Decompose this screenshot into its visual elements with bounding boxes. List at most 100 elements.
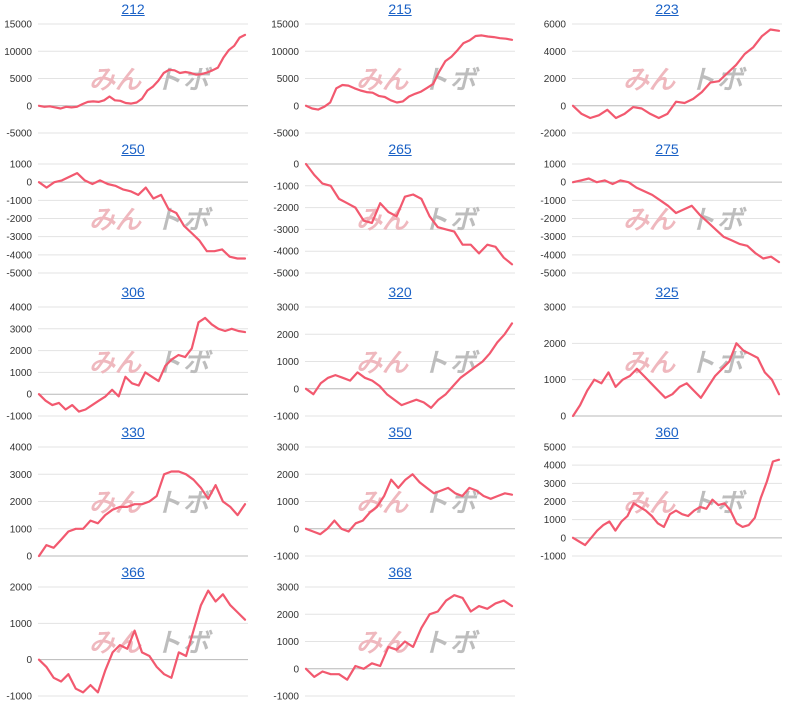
chart-title-link[interactable]: 325 <box>655 284 679 300</box>
series-line <box>37 171 247 260</box>
y-tick-label: 0 <box>26 101 32 112</box>
y-tick-label: -1000 <box>273 692 299 703</box>
y-tick-label: 2000 <box>544 497 567 508</box>
y-tick-label: 4000 <box>10 443 33 454</box>
watermark-logo: みんトボ <box>89 629 213 659</box>
watermark-logo: みんトボ <box>623 206 747 236</box>
chart-panel-223: 6000 4000 2000 0 -2000 みんトボ 223 <box>534 0 800 140</box>
y-tick-label: 10000 <box>271 47 299 58</box>
y-tick-label: -1000 <box>6 412 32 423</box>
y-tick-label: 1000 <box>277 637 300 648</box>
y-tick-label: 3000 <box>544 303 567 314</box>
y-tick-label: 3000 <box>544 479 567 490</box>
line-chart: 3000 2000 1000 0 -1000 みんトボ <box>273 583 515 703</box>
y-tick-label: -4000 <box>540 250 566 261</box>
y-tick-label: -4000 <box>273 247 299 258</box>
watermark-part3: ボ <box>450 629 480 659</box>
chart-title-link[interactable]: 212 <box>121 1 145 17</box>
chart-title-link[interactable]: 366 <box>121 564 145 580</box>
chart-title-link[interactable]: 275 <box>655 141 679 157</box>
chart-panel-330: 4000 3000 2000 1000 0 みんトボ 330 <box>0 423 266 563</box>
y-tick-label: 3000 <box>277 303 300 314</box>
watermark-part1: みん <box>356 349 409 379</box>
chart-panel-275: 1000 0 -1000 -2000 -3000 -4000 -5000 みんトボ 275 <box>534 140 800 280</box>
y-tick-label: -3000 <box>273 225 299 236</box>
chart-title-link[interactable]: 265 <box>388 141 412 157</box>
watermark-part2: ト <box>155 489 181 519</box>
line-chart: 15000 10000 5000 0 -5000 みんトボ <box>4 20 248 140</box>
y-tick-label: 10000 <box>4 47 32 58</box>
chart-title-link[interactable]: 320 <box>388 284 412 300</box>
y-tick-label: 0 <box>293 664 299 675</box>
y-tick-label: 0 <box>293 160 299 171</box>
series-line <box>304 34 514 111</box>
watermark-logo: みんトボ <box>356 206 480 236</box>
series-line <box>304 473 514 536</box>
watermark-part3: ボ <box>450 66 480 96</box>
watermark-part3: ボ <box>717 206 747 236</box>
y-tick-label: 2000 <box>544 74 567 85</box>
chart-title-link[interactable]: 250 <box>121 141 145 157</box>
watermark-logo: みんトボ <box>356 349 480 379</box>
y-tick-label: 3000 <box>277 443 300 454</box>
watermark-part3: ボ <box>183 629 213 659</box>
watermark-part1: みん <box>89 489 142 519</box>
y-tick-label: -2000 <box>273 203 299 214</box>
chart-panel-368: 3000 2000 1000 0 -1000 みんトボ 368 <box>267 563 533 703</box>
watermark-part2: ト <box>155 206 181 236</box>
watermark-logo: みんトボ <box>623 349 747 379</box>
y-tick-label: 1000 <box>10 619 33 630</box>
chart-title-link[interactable]: 330 <box>121 424 145 440</box>
y-tick-label: -5000 <box>6 129 32 140</box>
line-chart: 3000 2000 1000 0 -1000 みんトボ <box>273 443 515 563</box>
y-tick-label: 2000 <box>277 330 300 341</box>
watermark-logo: みんトボ <box>89 489 213 519</box>
y-tick-label: 2000 <box>544 339 567 350</box>
chart-title-link[interactable]: 306 <box>121 284 145 300</box>
y-tick-label: 2000 <box>10 583 33 594</box>
y-tick-label: 2000 <box>277 470 300 481</box>
watermark-logo: みんトボ <box>623 66 747 96</box>
y-tick-label: 5000 <box>277 74 300 85</box>
y-tick-label: -2000 <box>6 214 32 225</box>
watermark-part3: ボ <box>183 66 213 96</box>
chart-title-link[interactable]: 368 <box>388 564 412 580</box>
y-tick-label: 3000 <box>10 324 33 335</box>
watermark-logo: みんトボ <box>89 349 213 379</box>
series-line <box>304 162 514 266</box>
chart-title-link[interactable]: 360 <box>655 424 679 440</box>
watermark-logo: みんトボ <box>89 66 213 96</box>
y-tick-label: 4000 <box>10 303 33 314</box>
line-chart: 15000 10000 5000 0 -5000 みんトボ <box>271 20 515 140</box>
watermark-part2: ト <box>689 206 715 236</box>
y-tick-label: 2000 <box>10 346 33 357</box>
y-tick-label: 15000 <box>4 20 32 31</box>
chart-panel-366: 2000 1000 0 -1000 みんトボ 366 <box>0 563 266 703</box>
series-line <box>571 177 781 264</box>
chart-title-link[interactable]: 215 <box>388 1 412 17</box>
y-tick-label: 0 <box>560 533 566 544</box>
chart-panel-320: 3000 2000 1000 0 -1000 みんトボ 320 <box>267 283 533 423</box>
line-chart: 1000 0 -1000 -2000 -3000 -4000 -5000 みんトボ <box>540 160 782 280</box>
y-tick-label: -5000 <box>540 269 566 280</box>
watermark-part2: ト <box>689 349 715 379</box>
line-chart: 1000 0 -1000 -2000 -3000 -4000 -5000 みんトボ <box>6 160 248 280</box>
line-chart: 6000 4000 2000 0 -2000 みんトボ <box>540 20 782 140</box>
chart-title-link[interactable]: 223 <box>655 1 679 17</box>
watermark-part1: みん <box>89 206 142 236</box>
chart-panel-360: 5000 4000 3000 2000 1000 0 -1000 みんトボ 360 <box>534 423 800 563</box>
chart-title-link[interactable]: 350 <box>388 424 412 440</box>
watermark-logo: みんトボ <box>356 66 480 96</box>
y-tick-label: 2000 <box>277 610 300 621</box>
y-tick-label: 1000 <box>277 497 300 508</box>
y-tick-label: -5000 <box>273 129 299 140</box>
watermark-part1: みん <box>623 206 676 236</box>
y-tick-label: -2000 <box>540 129 566 140</box>
y-tick-label: 3000 <box>10 470 33 481</box>
y-tick-label: 4000 <box>544 461 567 472</box>
series-line <box>304 322 514 409</box>
y-tick-label: 1000 <box>10 524 33 535</box>
y-tick-label: -4000 <box>6 250 32 261</box>
chart-panel-215: 15000 10000 5000 0 -5000 みんトボ 215 <box>267 0 533 140</box>
y-tick-label: -1000 <box>540 196 566 207</box>
